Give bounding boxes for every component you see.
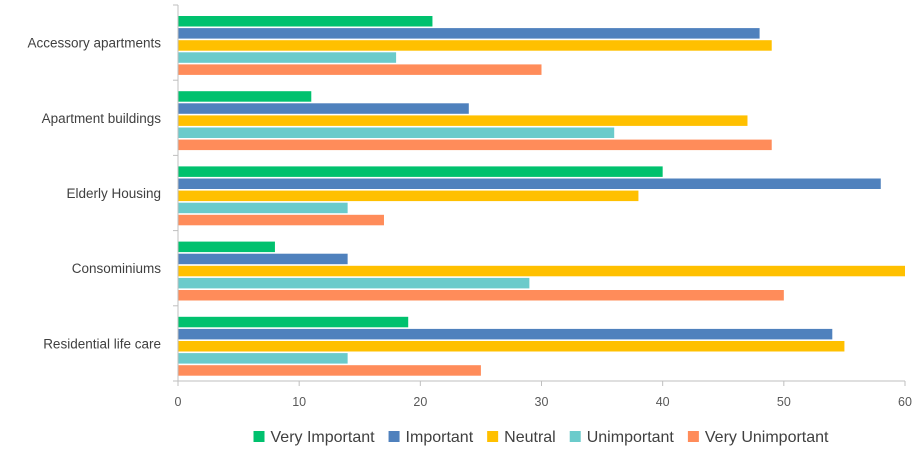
bar-residential-life-care-important: [178, 328, 833, 340]
category-label: Apartment buildings: [42, 111, 162, 126]
category-label: Residential life care: [43, 336, 161, 351]
x-tick-label: 20: [413, 395, 427, 409]
bar-apartment-buildings-very-important: [178, 91, 312, 102]
bar-accessory-apartments-unimportant: [178, 52, 397, 63]
legend-item-unimportant: Unimportant: [569, 429, 675, 446]
bar-elderly-housing-neutral: [178, 190, 639, 202]
bar-elderly-housing-unimportant: [178, 202, 348, 214]
bars-layer: [178, 16, 905, 376]
x-tick-label: 0: [175, 395, 182, 409]
bar-apartment-buildings-unimportant: [178, 127, 615, 138]
bar-consominiums-important: [178, 253, 348, 265]
bar-apartment-buildings-very-unimportant: [178, 139, 772, 151]
bar-elderly-housing-very-important: [178, 166, 663, 177]
bar-elderly-housing-important: [178, 178, 881, 189]
legend-label: Very Important: [271, 429, 376, 446]
bar-elderly-housing-very-unimportant: [178, 214, 384, 226]
legend-label: Unimportant: [587, 429, 675, 446]
x-tick-label: 30: [535, 395, 549, 409]
bar-residential-life-care-unimportant: [178, 353, 348, 364]
legend-swatch: [253, 431, 265, 442]
category-label: Accessory apartments: [27, 36, 161, 51]
bar-residential-life-care-neutral: [178, 341, 845, 352]
legend-swatch: [569, 431, 581, 442]
x-tick-label: 40: [656, 395, 670, 409]
legend-label: Neutral: [504, 429, 556, 446]
bar-consominiums-very-unimportant: [178, 290, 784, 301]
axes-layer: Accessory apartments Apartment buildings E…: [27, 4, 912, 409]
bar-accessory-apartments-very-important: [178, 16, 433, 27]
legend-item-important: Important: [388, 429, 474, 446]
bar-accessory-apartments-very-unimportant: [178, 64, 542, 75]
bar-residential-life-care-very-unimportant: [178, 365, 481, 376]
bar-consominiums-unimportant: [178, 277, 530, 289]
legend-item-very-unimportant: Very Unimportant: [687, 429, 829, 446]
bar-residential-life-care-very-important: [178, 316, 409, 328]
x-tick-label: 50: [777, 395, 791, 409]
bar-accessory-apartments-important: [178, 28, 760, 39]
legend-swatch: [687, 431, 699, 442]
x-tick-label: 60: [898, 395, 912, 409]
bar-consominiums-very-important: [178, 241, 275, 253]
legend-label: Very Unimportant: [705, 429, 829, 446]
legend-swatch: [388, 431, 400, 442]
legend: Very Important Important Neutral Unimportan…: [253, 429, 829, 446]
category-label: Consominiums: [72, 261, 162, 276]
legend-swatch: [487, 431, 499, 442]
x-tick-label: 10: [292, 395, 306, 409]
legend-label: Important: [406, 429, 474, 446]
bar-consominiums-neutral: [178, 265, 905, 277]
legend-item-neutral: Neutral: [487, 429, 556, 446]
legend-item-very-important: Very Important: [253, 429, 376, 446]
bar-apartment-buildings-important: [178, 103, 469, 114]
category-label: Elderly Housing: [66, 186, 161, 201]
bar-accessory-apartments-neutral: [178, 40, 772, 51]
bar-apartment-buildings-neutral: [178, 115, 748, 126]
